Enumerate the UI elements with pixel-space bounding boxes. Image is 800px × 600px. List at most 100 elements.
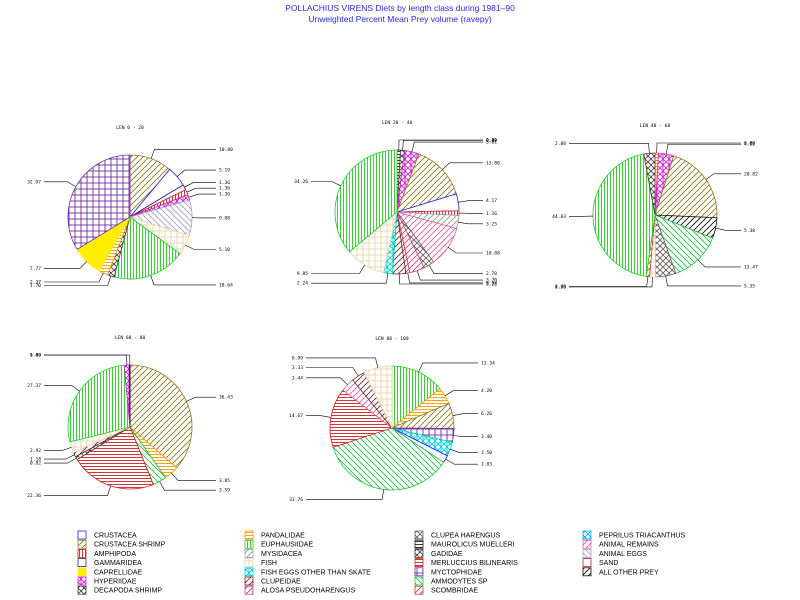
legend-label: MYCTOPHIDAE bbox=[431, 569, 483, 576]
slice-euphausiidae bbox=[592, 153, 656, 277]
slice-fish bbox=[363, 365, 393, 429]
leader-line bbox=[176, 169, 216, 177]
legend-label: MYSIDACEA bbox=[261, 551, 303, 558]
pie-title: LEN 60 - 80 bbox=[115, 335, 146, 341]
leader-line bbox=[453, 435, 478, 438]
pie-title: LEN 20 - 40 bbox=[382, 120, 413, 126]
slice-label: 1.36 bbox=[219, 186, 230, 192]
leader-line bbox=[44, 272, 104, 283]
leader-line bbox=[306, 357, 379, 368]
legend-item-animal-remains: ANIMAL REMAINS bbox=[582, 539, 659, 549]
slice-label: 0.89 bbox=[555, 284, 566, 290]
slice-label: 1.36 bbox=[219, 192, 230, 198]
legend-swatch bbox=[244, 558, 254, 567]
slice-label: 5.10 bbox=[219, 247, 230, 253]
chart-title-line1: POLLACHIUS VIRENS Diets by length class … bbox=[285, 3, 515, 13]
legend-label: PANDALIDAE bbox=[261, 533, 305, 540]
pie-title: LEN 40 - 60 bbox=[640, 123, 671, 129]
legend-label: PEPRILUS TRIACANTHUS bbox=[599, 533, 686, 540]
leader-line bbox=[452, 413, 478, 416]
leader-line bbox=[402, 140, 483, 151]
slice-label: 2.92 bbox=[30, 448, 41, 454]
leader-line bbox=[442, 162, 483, 170]
legend-label: CRUSTACEA bbox=[94, 533, 137, 540]
legend: CRUSTACEA CRUSTACEA SHRIMP AMPHIPODA GAMMAR… bbox=[77, 530, 686, 595]
leader-line bbox=[311, 273, 389, 284]
slice-label: 32.97 bbox=[27, 179, 41, 185]
pie-len-0-20: LEN 0 - 2010.805.191.361.361.369.085.101… bbox=[27, 125, 233, 289]
leader-line bbox=[428, 264, 483, 275]
leader-line bbox=[44, 181, 77, 187]
legend-item-crustacea: CRUSTACEA bbox=[77, 530, 137, 540]
legend-swatch bbox=[77, 530, 87, 540]
leader-line bbox=[411, 141, 483, 152]
slice-label: 34.26 bbox=[294, 179, 308, 185]
leader-line bbox=[171, 472, 216, 481]
leader-line bbox=[398, 139, 483, 151]
slice-label: 3.44 bbox=[292, 375, 303, 381]
leader-line bbox=[306, 489, 384, 500]
legend-label: ALL OTHER PREY bbox=[599, 569, 659, 576]
legend-item-gadidae: GADIDAE bbox=[414, 549, 463, 558]
legend-item-scombridae: SCOMBRIDAE bbox=[414, 585, 478, 595]
legend-label: SCOMBRIDAE bbox=[431, 588, 478, 595]
legend-swatch bbox=[582, 558, 592, 567]
leader-line bbox=[569, 276, 649, 287]
slice-label: 3.50 bbox=[481, 450, 492, 456]
slice-label: 3.40 bbox=[481, 434, 492, 440]
legend-swatch bbox=[77, 567, 87, 577]
leader-line bbox=[450, 448, 478, 454]
slice-label: 4.20 bbox=[481, 388, 492, 394]
legend-swatch bbox=[414, 576, 424, 586]
slice-label: 6.26 bbox=[481, 411, 492, 417]
slice-euphausiidae bbox=[391, 365, 441, 429]
slice-label: 4.17 bbox=[486, 198, 497, 204]
slice-label: 5.35 bbox=[744, 283, 755, 289]
legend-label: AMMODYTES SP bbox=[431, 579, 488, 586]
leader-line bbox=[458, 200, 483, 203]
slice-label: 7.77 bbox=[30, 266, 41, 272]
slice-label: 3.33 bbox=[292, 365, 303, 371]
legend-label: FISH EGGS OTHER THAN SKATE bbox=[261, 569, 371, 576]
slice-label: 9.08 bbox=[219, 215, 230, 221]
legend-item-clupeidae: CLUPEIDAE bbox=[244, 576, 301, 586]
slice-label: 1.70 bbox=[30, 283, 41, 289]
pies-layer: LEN 0 - 2010.805.191.361.361.369.085.101… bbox=[27, 120, 758, 503]
slice-label: 3.85 bbox=[219, 478, 230, 484]
legend-label: GADIDAE bbox=[431, 551, 463, 558]
legend-swatch bbox=[77, 576, 87, 586]
legend-label: ANIMAL REMAINS bbox=[599, 542, 659, 549]
legend-item-caprellidae: CAPRELLIDAE bbox=[77, 567, 143, 577]
slice-label: 1.18 bbox=[30, 457, 41, 463]
leader-line bbox=[44, 457, 77, 464]
slice-label: 0.86 bbox=[486, 138, 497, 144]
legend-swatch bbox=[582, 567, 592, 577]
slice-euphausiidae bbox=[67, 364, 131, 443]
leader-line bbox=[44, 447, 72, 451]
legend-swatch bbox=[414, 558, 424, 567]
legend-label: ALOSA PSEUDOHARENGUS bbox=[261, 588, 355, 595]
leader-line bbox=[447, 247, 483, 254]
pie-title: LEN 80 - 100 bbox=[375, 336, 408, 342]
slice-label: 0.09 bbox=[30, 353, 41, 359]
legend-label: HYPERIIDAE bbox=[94, 579, 137, 586]
slice-label: 1.16 bbox=[486, 211, 497, 217]
slice-label: 3.25 bbox=[486, 221, 497, 227]
legend-label: MAUROLICUS MUELLERI bbox=[431, 542, 515, 549]
legend-item-all-other-prey: ALL OTHER PREY bbox=[582, 567, 659, 577]
slice-label: 1.40 bbox=[30, 353, 41, 359]
slice-label: 3.28 bbox=[486, 281, 497, 287]
legend-item-pandalidae: PANDALIDAE bbox=[244, 530, 305, 540]
legend-item-amphipoda: AMPHIPODA bbox=[77, 549, 136, 558]
legend-swatch bbox=[414, 539, 424, 549]
leader-line bbox=[715, 227, 741, 231]
legend-item-fish-eggs-other-than-skate: FISH EGGS OTHER THAN SKATE bbox=[244, 567, 371, 577]
legend-item-animal-eggs: ANIMAL EGGS bbox=[582, 549, 647, 558]
pie-len-20-40: LEN 20 - 40 0.860.993.61 13.80 4.17 1.16 3.25… bbox=[294, 120, 500, 287]
legend-swatch bbox=[244, 567, 254, 577]
slice-label: 0.89 bbox=[744, 141, 755, 147]
leader-line bbox=[398, 273, 483, 285]
leader-line bbox=[44, 275, 112, 286]
legend-swatch bbox=[77, 549, 87, 558]
